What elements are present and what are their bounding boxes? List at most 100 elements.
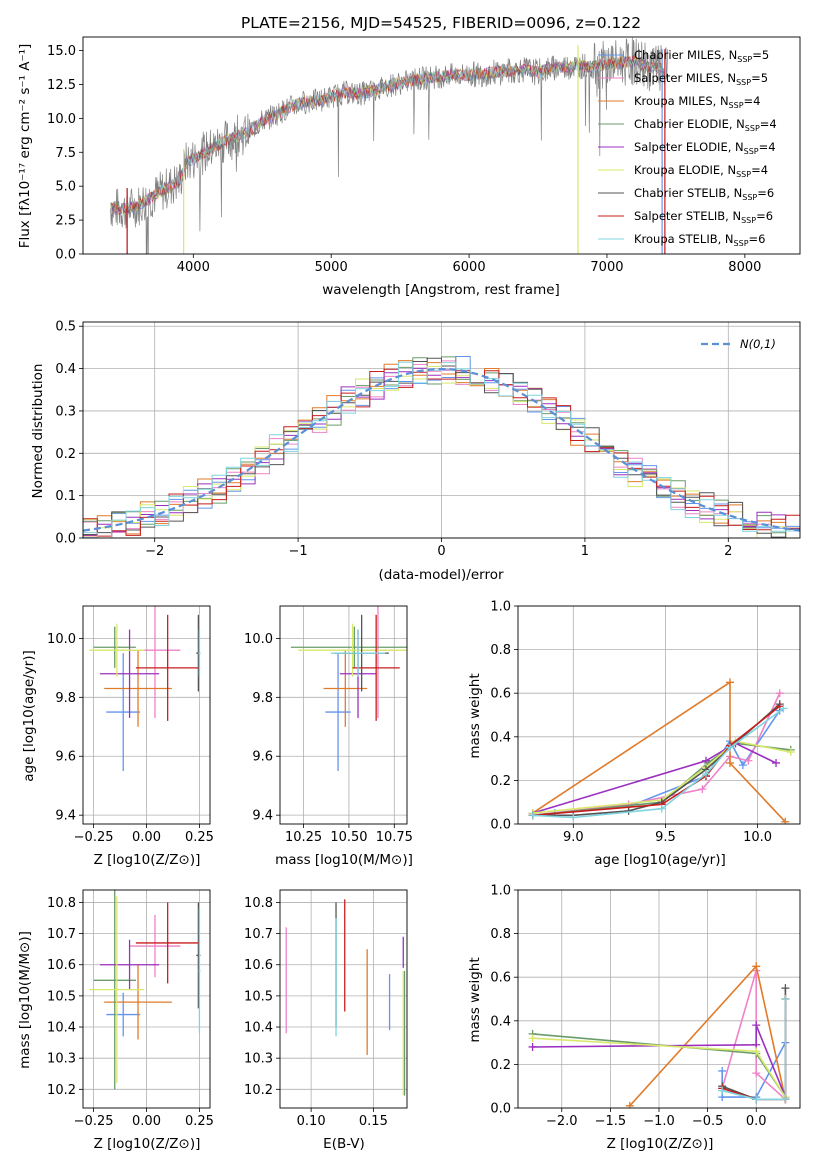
x-tick-label: 0.25 xyxy=(185,1114,214,1129)
x-tick-label: 1 xyxy=(581,544,589,559)
legend-label: Salpeter MILES, NSSP=5 xyxy=(634,71,768,87)
model-spectrum xyxy=(110,56,663,214)
series-marker xyxy=(781,995,790,1003)
histogram-salpeter-stelib xyxy=(83,368,800,538)
mw-z-xlabel: Z [log10(Z/Z⊙)] xyxy=(607,1136,714,1152)
series-marker xyxy=(718,1086,727,1095)
y-tick-label: 1.0 xyxy=(490,600,511,615)
age-mass-xlabel: mass [log10(M/M⊙)] xyxy=(275,852,413,868)
legend-label: Kroupa ELODIE, NSSP=4 xyxy=(634,163,768,179)
y-tick-label: 0.8 xyxy=(490,927,511,942)
series-marker xyxy=(752,962,761,971)
errorbar-plot xyxy=(89,890,201,1090)
series-marker xyxy=(702,769,710,778)
y-tick-label: 0.3 xyxy=(55,404,76,419)
series-line xyxy=(721,970,786,1100)
y-tick-label: 10.2 xyxy=(47,1083,76,1098)
age-z-xlabel: Z [log10(Z/Z⊙)] xyxy=(94,852,201,868)
legend-label: Kroupa MILES, NSSP=4 xyxy=(634,94,760,110)
legend-count: =5 xyxy=(752,48,769,62)
axes-frame xyxy=(279,889,408,1109)
series-marker xyxy=(528,1034,537,1043)
legend-subscript: SSP xyxy=(737,55,752,64)
x-tick-label: −0.25 xyxy=(74,1114,114,1129)
spectrum-xlabel: wavelength [Angstrom, rest frame] xyxy=(322,282,560,298)
spectrum-panel: PLATE=2156, MJD=54525, FIBERID=0096, z=0… xyxy=(17,14,801,298)
y-tick-label: 0.0 xyxy=(55,248,76,263)
legend-subscript: SSP xyxy=(744,147,759,156)
series-marker xyxy=(528,1042,537,1051)
legend-label: Salpeter ELODIE, NSSP=4 xyxy=(634,140,776,156)
x-tick-label: −1.0 xyxy=(643,1114,675,1129)
y-tick-label: 10.6 xyxy=(244,958,273,973)
series-marker xyxy=(781,984,790,993)
x-tick-label: −2 xyxy=(145,544,164,559)
legend-label: N(0,1) xyxy=(740,337,776,351)
y-tick-label: 0.0 xyxy=(490,818,511,833)
legend-label: Salpeter STELIB, NSSP=6 xyxy=(634,209,773,225)
x-tick-label: 0.0 xyxy=(746,1114,767,1129)
legend-label: Chabrier STELIB, NSSP=6 xyxy=(634,186,774,202)
series-marker xyxy=(718,1066,727,1075)
series-marker xyxy=(781,1095,790,1104)
x-tick-label: 8000 xyxy=(728,260,761,275)
mass-z-xlabel: Z [log10(Z/Z⊙)] xyxy=(94,1136,201,1152)
x-tick-label: 4000 xyxy=(177,260,210,275)
y-tick-label: 0.6 xyxy=(490,971,511,986)
legend-count: =6 xyxy=(749,232,766,246)
series-marker xyxy=(781,817,790,824)
y-tick-label: 9.6 xyxy=(252,750,273,765)
y-tick-label: 10.2 xyxy=(244,1083,273,1098)
legend-label: Chabrier MILES, NSSP=5 xyxy=(634,48,769,64)
model-spectrum xyxy=(110,56,663,215)
legend-label: Chabrier ELODIE, NSSP=4 xyxy=(634,117,777,133)
mw-age-ylabel: mass weight xyxy=(467,673,483,758)
y-tick-label: 10.0 xyxy=(47,632,76,647)
legend-subscript: SSP xyxy=(742,193,757,202)
axes-frame xyxy=(517,605,801,825)
y-tick-label: 7.5 xyxy=(55,146,76,161)
y-tick-label: 0.0 xyxy=(55,532,76,547)
gaussian-curve xyxy=(83,367,800,532)
axes-frame xyxy=(82,36,801,255)
y-tick-label: 0.4 xyxy=(490,730,511,745)
y-tick-label: 10.0 xyxy=(47,112,76,127)
series-line xyxy=(722,999,787,1101)
x-tick-label: 7000 xyxy=(590,260,623,275)
x-tick-label: 0.00 xyxy=(132,1114,161,1129)
model-spectrum xyxy=(110,55,663,215)
legend-count: =4 xyxy=(751,163,768,177)
y-tick-label: 0.0 xyxy=(490,1102,511,1117)
x-tick-label: 0 xyxy=(437,544,445,559)
mass-z-ylabel: mass [log10(M/M⊙)] xyxy=(17,931,33,1069)
legend-subscript: SSP xyxy=(736,78,751,87)
series-line xyxy=(532,707,784,819)
axes-frame xyxy=(279,605,408,825)
x-tick-label: 0.10 xyxy=(297,1114,326,1129)
x-tick-label: 2 xyxy=(724,544,732,559)
y-tick-label: 0.6 xyxy=(490,687,511,702)
errorbar-plot xyxy=(285,899,406,1096)
y-tick-label: 9.6 xyxy=(55,750,76,765)
x-tick-label: −1.5 xyxy=(595,1114,627,1129)
legend-label: Kroupa STELIB, NSSP=6 xyxy=(634,232,765,248)
y-tick-label: 9.8 xyxy=(55,691,76,706)
y-tick-label: 10.5 xyxy=(47,989,76,1004)
y-tick-label: 9.4 xyxy=(252,809,273,824)
series-marker xyxy=(772,758,781,767)
y-tick-label: 0.2 xyxy=(55,447,76,462)
y-tick-label: 2.5 xyxy=(55,214,76,229)
x-tick-label: 10.75 xyxy=(376,830,413,845)
x-tick-label: 10.50 xyxy=(330,830,367,845)
legend-subscript: SSP xyxy=(736,170,751,179)
model-spectrum xyxy=(110,54,663,216)
legend-subscript: SSP xyxy=(745,124,760,133)
y-tick-label: 0.1 xyxy=(55,489,76,504)
series-marker xyxy=(725,743,734,752)
y-tick-label: 10.4 xyxy=(244,1021,273,1036)
y-tick-label: 0.4 xyxy=(55,362,76,377)
x-tick-label: 5000 xyxy=(315,260,348,275)
mw-age-xlabel: age [log10(age/yr)] xyxy=(594,852,726,868)
series-marker xyxy=(752,1047,761,1056)
